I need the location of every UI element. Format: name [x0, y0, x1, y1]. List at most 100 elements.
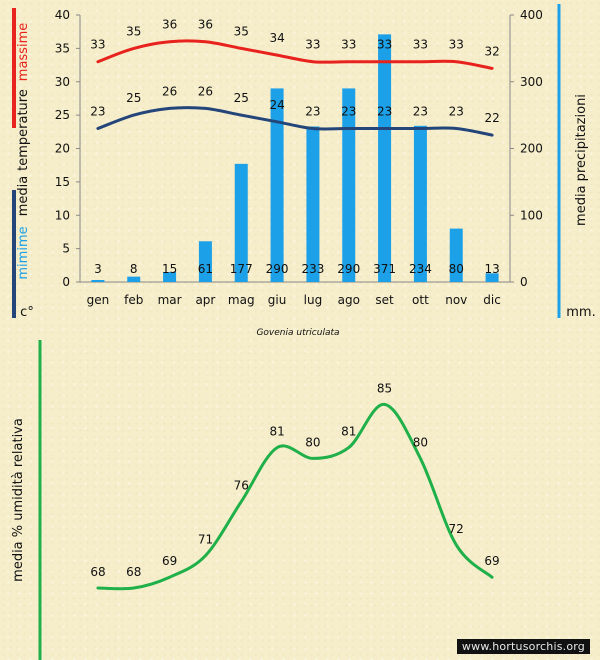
humidity-data-label: 81 — [269, 425, 284, 439]
right-tick-label: 200 — [520, 142, 543, 156]
right-tick-label: 0 — [520, 275, 528, 289]
min-temp-data-label: 23 — [90, 104, 105, 118]
precip-bar — [342, 88, 356, 282]
left-tick-label: 0 — [62, 275, 70, 289]
precip-data-label: 290 — [266, 262, 289, 276]
chart-title: Govenia utriculata — [256, 328, 339, 338]
media-label: media — [16, 176, 31, 217]
humidity-data-label: 69 — [162, 554, 177, 568]
min-temp-data-label: 23 — [305, 104, 320, 118]
precip-data-label: 177 — [230, 262, 253, 276]
max-temp-data-label: 33 — [305, 38, 320, 52]
max-temp-data-label: 33 — [90, 38, 105, 52]
x-tick-label: mag — [228, 293, 255, 307]
precip-data-label: 80 — [449, 262, 464, 276]
min-temp-data-label: 23 — [413, 104, 428, 118]
humidity-data-label: 85 — [377, 381, 392, 395]
left-tick-label: 40 — [55, 8, 70, 22]
humidity-line — [96, 402, 494, 591]
precip-bar — [449, 228, 463, 282]
x-tick-label: apr — [195, 293, 215, 307]
humidity-data-label: 69 — [484, 554, 499, 568]
min-temp-data-label: 24 — [269, 98, 284, 112]
min-temp-data-label: 23 — [449, 104, 464, 118]
left-tick-label: 35 — [55, 41, 70, 55]
x-tick-label: lug — [304, 293, 323, 307]
site-watermark: www.hortusorchis.org — [456, 639, 590, 654]
max-temp-data-label: 34 — [269, 31, 284, 45]
right-tick-label: 300 — [520, 75, 543, 89]
precip-data-label: 8 — [130, 262, 138, 276]
max-temp-line — [96, 39, 494, 70]
precip-bar — [485, 273, 499, 282]
max-temp-data-label: 36 — [162, 18, 177, 32]
humidity-data-label: 68 — [126, 565, 141, 579]
humidity-data-label: 71 — [198, 533, 213, 547]
mm-unit-label: mm. — [566, 305, 595, 320]
max-temp-data-label: 32 — [484, 44, 499, 58]
min-temp-data-label: 25 — [234, 91, 249, 105]
left-tick-label: 25 — [55, 108, 70, 122]
min-temp-data-label: 23 — [377, 104, 392, 118]
precip-bar — [198, 241, 212, 282]
max-temp-data-label: 33 — [341, 38, 356, 52]
precip-data-label: 234 — [409, 262, 432, 276]
left-tick-label: 10 — [55, 208, 70, 222]
max-temp-data-label: 33 — [377, 38, 392, 52]
precip-data-label: 61 — [198, 262, 213, 276]
precip-bar — [378, 34, 392, 282]
min-temp-line — [96, 106, 494, 137]
x-tick-label: ott — [412, 293, 429, 307]
precip-bar — [127, 276, 141, 282]
precip-data-label: 3 — [94, 262, 102, 276]
precip-data-label: 290 — [337, 262, 360, 276]
x-tick-label: mar — [158, 293, 182, 307]
precip-bar — [270, 88, 284, 282]
precip-axis-label: media precipitazioni — [574, 94, 589, 226]
min-temp-data-label: 26 — [198, 84, 213, 98]
min-temp-data-label: 25 — [126, 91, 141, 105]
max-temp-data-label: 33 — [413, 38, 428, 52]
min-temp-data-label: 26 — [162, 84, 177, 98]
precip-bar — [413, 125, 427, 283]
min-temp-data-label: 23 — [341, 104, 356, 118]
humidity-data-label: 81 — [341, 425, 356, 439]
precip-bar — [234, 163, 248, 282]
x-tick-label: giu — [268, 293, 287, 307]
x-tick-label: feb — [124, 293, 143, 307]
humidity-data-label: 72 — [449, 522, 464, 536]
precip-bar — [306, 126, 320, 282]
min-temp-data-label: 22 — [484, 111, 499, 125]
humidity-axis-label: media % umidità relativa — [11, 418, 26, 582]
precip-data-label: 13 — [484, 262, 499, 276]
left-tick-label: 15 — [55, 175, 70, 189]
left-tick-label: 20 — [55, 142, 70, 156]
humidity-data-label: 80 — [413, 435, 428, 449]
precip-bar — [163, 271, 177, 282]
humidity-data-label: 68 — [90, 565, 105, 579]
max-temp-data-label: 35 — [126, 24, 141, 38]
precip-data-label: 15 — [162, 262, 177, 276]
left-tick-label: 5 — [62, 242, 70, 256]
max-temp-label: massime — [16, 23, 31, 81]
left-tick-label: 30 — [55, 75, 70, 89]
x-tick-label: gen — [87, 293, 110, 307]
max-temp-data-label: 36 — [198, 18, 213, 32]
temperature-label: temperature — [16, 89, 31, 171]
right-tick-label: 400 — [520, 8, 543, 22]
min-temp-label: mimime — [16, 226, 31, 279]
precip-data-label: 371 — [373, 262, 396, 276]
x-tick-label: dic — [483, 293, 501, 307]
humidity-data-label: 80 — [305, 435, 320, 449]
x-tick-label: nov — [445, 293, 467, 307]
humidity-data-label: 76 — [234, 479, 249, 493]
celsius-unit-label: c° — [20, 305, 34, 320]
x-tick-label: ago — [338, 293, 360, 307]
max-temp-data-label: 35 — [234, 24, 249, 38]
x-tick-label: set — [375, 293, 394, 307]
precip-data-label: 233 — [301, 262, 324, 276]
precip-bar — [91, 279, 105, 282]
max-temp-data-label: 33 — [449, 38, 464, 52]
